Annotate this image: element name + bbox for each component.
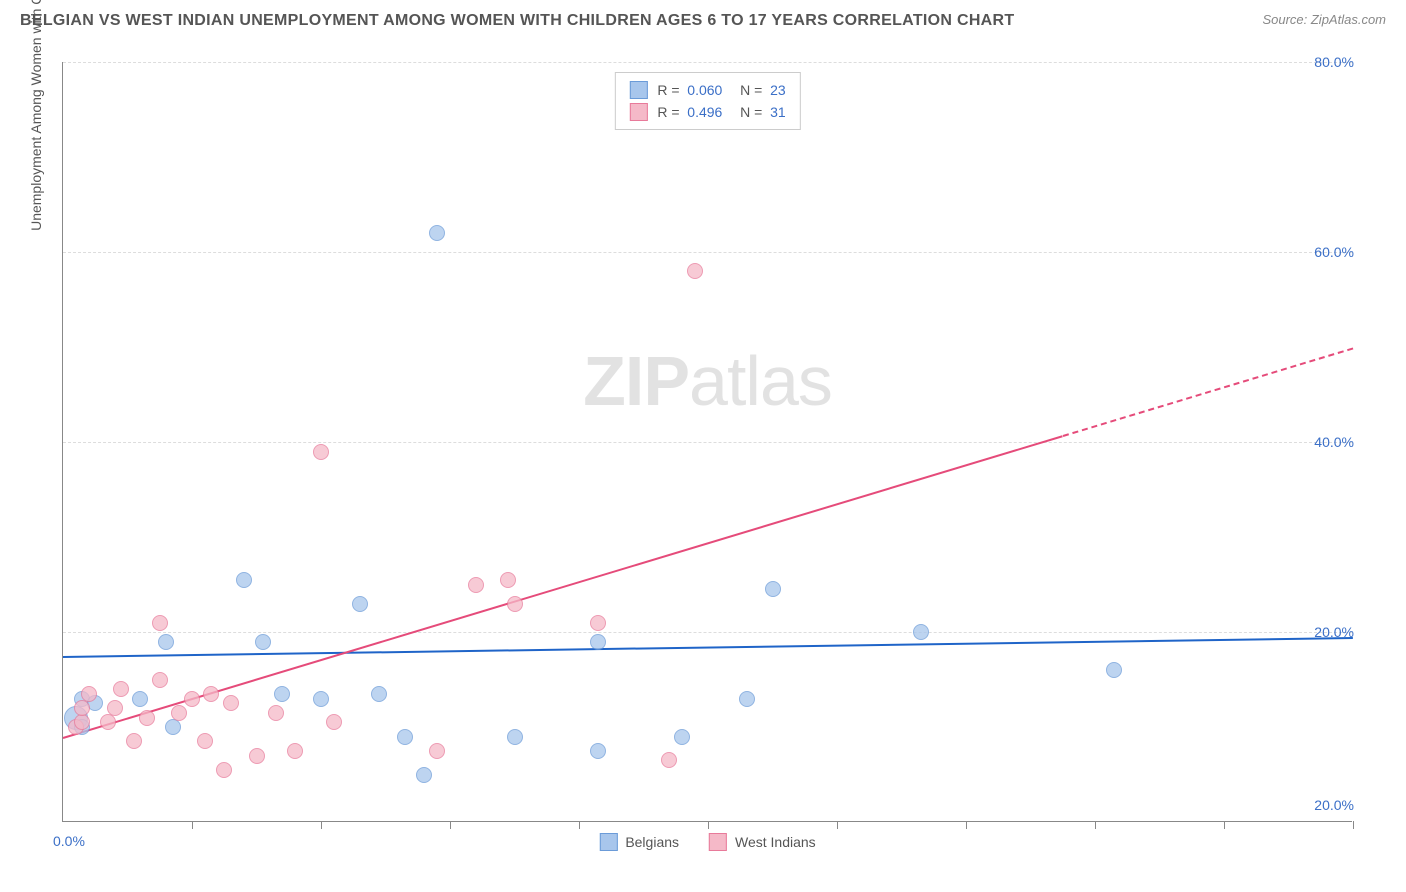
data-point: [500, 572, 516, 588]
data-point: [274, 686, 290, 702]
grid-line: [63, 632, 1352, 633]
legend-item: West Indians: [709, 833, 816, 851]
legend-label: Belgians: [625, 834, 679, 850]
chart-title: BELGIAN VS WEST INDIAN UNEMPLOYMENT AMON…: [20, 12, 1014, 30]
legend-swatch: [629, 103, 647, 121]
legend-n-label: N = 23: [732, 82, 785, 98]
data-point: [132, 691, 148, 707]
grid-line: [63, 252, 1352, 253]
y-tick-label: 80.0%: [1314, 54, 1354, 70]
grid-line: [63, 442, 1352, 443]
legend-stat-row: R = 0.060 N = 23: [629, 79, 785, 101]
x-tick: [1353, 821, 1354, 829]
trend-line-dashed: [1062, 347, 1353, 437]
data-point: [100, 714, 116, 730]
data-point: [171, 705, 187, 721]
data-point: [139, 710, 155, 726]
data-point: [371, 686, 387, 702]
data-point: [107, 700, 123, 716]
legend-stats-box: R = 0.060 N = 23R = 0.496 N = 31: [614, 72, 800, 130]
plot-area: ZIPatlas R = 0.060 N = 23R = 0.496 N = 3…: [62, 62, 1352, 822]
legend-swatch: [599, 833, 617, 851]
x-tick: [1224, 821, 1225, 829]
x-tick: [1095, 821, 1096, 829]
legend-item: Belgians: [599, 833, 679, 851]
data-point: [152, 615, 168, 631]
grid-line: [63, 62, 1352, 63]
data-point: [913, 624, 929, 640]
data-point: [203, 686, 219, 702]
data-point: [184, 691, 200, 707]
y-axis-title: Unemployment Among Women with Children A…: [28, 0, 44, 231]
legend-label: West Indians: [735, 834, 816, 850]
data-point: [739, 691, 755, 707]
x-tick: [837, 821, 838, 829]
x-tick: [579, 821, 580, 829]
y-tick-label: 40.0%: [1314, 434, 1354, 450]
data-point: [313, 444, 329, 460]
data-point: [661, 752, 677, 768]
legend-n-label: N = 31: [732, 104, 785, 120]
data-point: [674, 729, 690, 745]
x-tick: [192, 821, 193, 829]
data-point: [507, 729, 523, 745]
legend-bottom: Belgians West Indians: [599, 833, 815, 851]
data-point: [287, 743, 303, 759]
watermark: ZIPatlas: [583, 341, 832, 421]
data-point: [158, 634, 174, 650]
legend-swatch: [709, 833, 727, 851]
chart-container: Unemployment Among Women with Children A…: [50, 50, 1390, 850]
x-tick: [450, 821, 451, 829]
data-point: [74, 714, 90, 730]
legend-r-label: R = 0.496: [657, 104, 722, 120]
legend-stat-row: R = 0.496 N = 31: [629, 101, 785, 123]
data-point: [313, 691, 329, 707]
data-point: [429, 225, 445, 241]
data-point: [590, 615, 606, 631]
x-tick: [321, 821, 322, 829]
source-label: Source: ZipAtlas.com: [1262, 12, 1386, 27]
data-point: [74, 700, 90, 716]
data-point: [416, 767, 432, 783]
data-point: [326, 714, 342, 730]
data-point: [507, 596, 523, 612]
data-point: [152, 672, 168, 688]
data-point: [352, 596, 368, 612]
data-point: [397, 729, 413, 745]
data-point: [236, 572, 252, 588]
data-point: [468, 577, 484, 593]
data-point: [216, 762, 232, 778]
data-point: [81, 686, 97, 702]
legend-r-label: R = 0.060: [657, 82, 722, 98]
data-point: [197, 733, 213, 749]
data-point: [223, 695, 239, 711]
data-point: [126, 733, 142, 749]
data-point: [255, 634, 271, 650]
data-point: [429, 743, 445, 759]
x-tick: [966, 821, 967, 829]
x-tick: [708, 821, 709, 829]
x-axis-max-label: 20.0%: [1314, 797, 1354, 813]
data-point: [687, 263, 703, 279]
data-point: [765, 581, 781, 597]
data-point: [249, 748, 265, 764]
data-point: [1106, 662, 1122, 678]
data-point: [268, 705, 284, 721]
data-point: [165, 719, 181, 735]
x-axis-min-label: 0.0%: [53, 833, 85, 849]
data-point: [590, 743, 606, 759]
data-point: [590, 634, 606, 650]
legend-swatch: [629, 81, 647, 99]
data-point: [113, 681, 129, 697]
y-tick-label: 60.0%: [1314, 244, 1354, 260]
